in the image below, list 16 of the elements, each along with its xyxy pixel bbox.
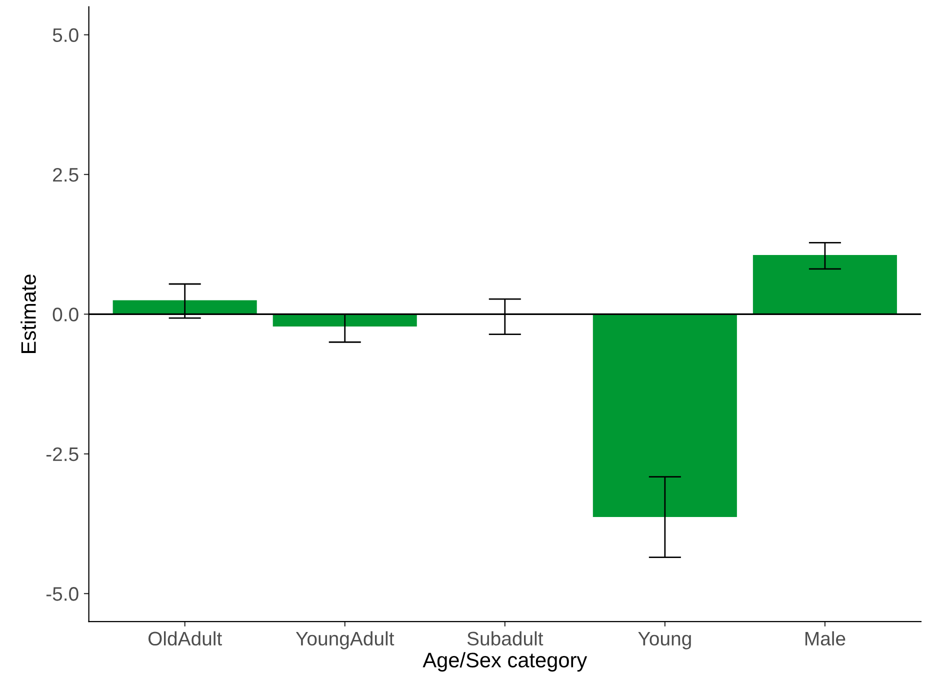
bar <box>592 314 737 518</box>
y-tick-label: -5.0 <box>46 587 78 601</box>
y-tick-label: 2.5 <box>53 168 78 182</box>
x-tick-label: OldAdult <box>148 631 222 646</box>
bar <box>112 300 257 314</box>
x-tick-label: YoungAdult <box>296 631 394 650</box>
bar <box>752 254 897 314</box>
x-tick-label: Male <box>805 631 846 646</box>
x-tick-label: Young <box>638 632 691 650</box>
y-tick-label: -2.5 <box>46 447 78 462</box>
y-tick-label: 5.0 <box>52 28 78 42</box>
x-axis-title: Age/Sex category <box>422 652 588 672</box>
x-tick-label: Subadult <box>467 631 544 646</box>
y-tick-label: 0.0 <box>52 308 78 322</box>
bar <box>272 314 417 326</box>
y-axis-title: Estimate <box>20 274 36 353</box>
